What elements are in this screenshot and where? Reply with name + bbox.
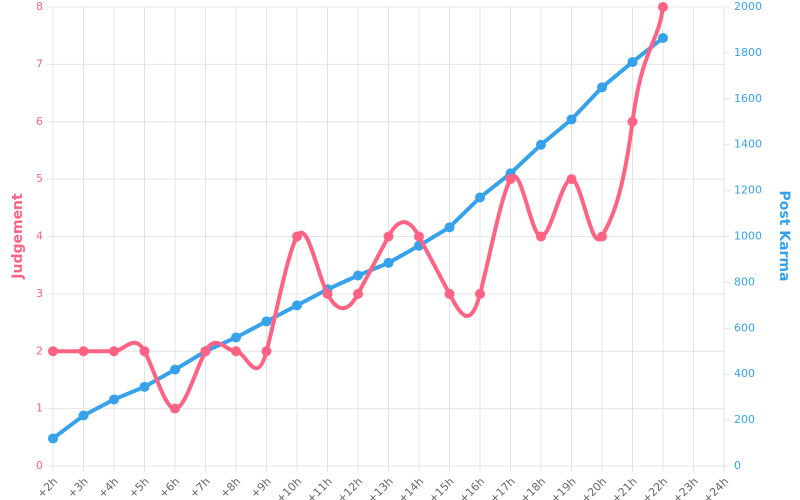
data-point (292, 300, 302, 311)
data-point (78, 346, 89, 357)
x-tick-label: +10h (274, 475, 305, 500)
y2-axis-title: Post Karma (776, 190, 792, 281)
x-tick-label: +12h (335, 475, 366, 500)
x-tick-label: +11h (304, 475, 335, 500)
y-axis-title: Judgement (10, 193, 26, 280)
y-tick-label: 4 (36, 230, 43, 243)
x-tick-label: +5h (126, 475, 152, 500)
data-point (475, 192, 485, 203)
data-point (292, 231, 302, 242)
data-point (170, 364, 180, 375)
data-point (597, 231, 607, 242)
data-point (444, 222, 455, 233)
data-point (536, 231, 546, 242)
x-tick-label: +13h (365, 475, 396, 500)
y2-tick-label: 800 (734, 275, 755, 288)
data-point (444, 288, 455, 299)
data-point (48, 433, 58, 444)
y2-tick-label: 200 (734, 413, 755, 426)
data-point (231, 346, 241, 357)
y2-tick-label: 1400 (734, 138, 762, 151)
y-tick-label: 0 (36, 459, 43, 472)
y2-tick-label: 0 (734, 459, 741, 472)
y-tick-label: 5 (36, 172, 43, 185)
x-tick-label: +9h (248, 475, 274, 500)
x-tick-label: +22h (640, 475, 671, 500)
data-point (48, 346, 58, 357)
data-point (78, 410, 89, 421)
y-tick-label: 7 (36, 57, 43, 70)
y-tick-label: 8 (36, 0, 43, 13)
data-point (231, 332, 241, 343)
data-point (627, 57, 638, 68)
data-point (536, 139, 546, 150)
y-tick-label: 1 (36, 402, 43, 415)
y-tick-label: 6 (36, 115, 43, 128)
x-tick-label: +14h (396, 475, 427, 500)
data-point (109, 346, 119, 357)
data-point (658, 32, 668, 43)
data-point (475, 288, 485, 299)
data-point (627, 116, 638, 127)
x-tick-label: +18h (518, 475, 549, 500)
data-point (200, 346, 211, 357)
y2-tick-label: 600 (734, 321, 755, 334)
y2-tick-label: 1200 (734, 184, 762, 197)
data-point (383, 231, 394, 242)
data-point (322, 288, 333, 299)
data-point (597, 82, 607, 93)
data-point (261, 316, 272, 327)
x-tick-label: +8h (218, 475, 244, 500)
y2-tick-label: 2000 (734, 0, 762, 13)
x-tick-label: +20h (579, 475, 610, 500)
x-tick-label: +15h (426, 475, 457, 500)
x-tick-label: +21h (609, 475, 640, 500)
x-tick-label: +23h (670, 475, 701, 500)
x-tick-label: +19h (548, 475, 579, 500)
data-point (414, 231, 424, 242)
y-tick-label: 3 (36, 287, 43, 300)
x-tick-label: +7h (187, 475, 213, 500)
data-point (353, 288, 363, 299)
x-tick-label: +4h (96, 475, 122, 500)
data-point (353, 270, 363, 281)
data-point (261, 346, 272, 357)
y-tick-label: 2 (36, 344, 43, 357)
data-point (139, 381, 150, 392)
data-point (658, 2, 668, 12)
x-tick-label: +17h (487, 475, 518, 500)
x-tick-label: +6h (157, 475, 183, 500)
y2-tick-label: 1800 (734, 46, 762, 59)
y2-tick-label: 1600 (734, 92, 762, 105)
y2-tick-label: 1000 (734, 230, 762, 243)
data-point (170, 403, 180, 414)
y2-tick-label: 400 (734, 367, 755, 380)
x-tick-label: +2h (35, 475, 61, 500)
data-point (383, 257, 394, 268)
data-point (505, 174, 516, 185)
data-point (109, 394, 119, 405)
data-point (566, 114, 577, 125)
x-tick-label: +3h (65, 475, 91, 500)
data-point (566, 174, 577, 185)
x-tick-label: +16h (457, 475, 488, 500)
x-tick-label: +24h (701, 475, 732, 500)
data-point (139, 346, 150, 357)
